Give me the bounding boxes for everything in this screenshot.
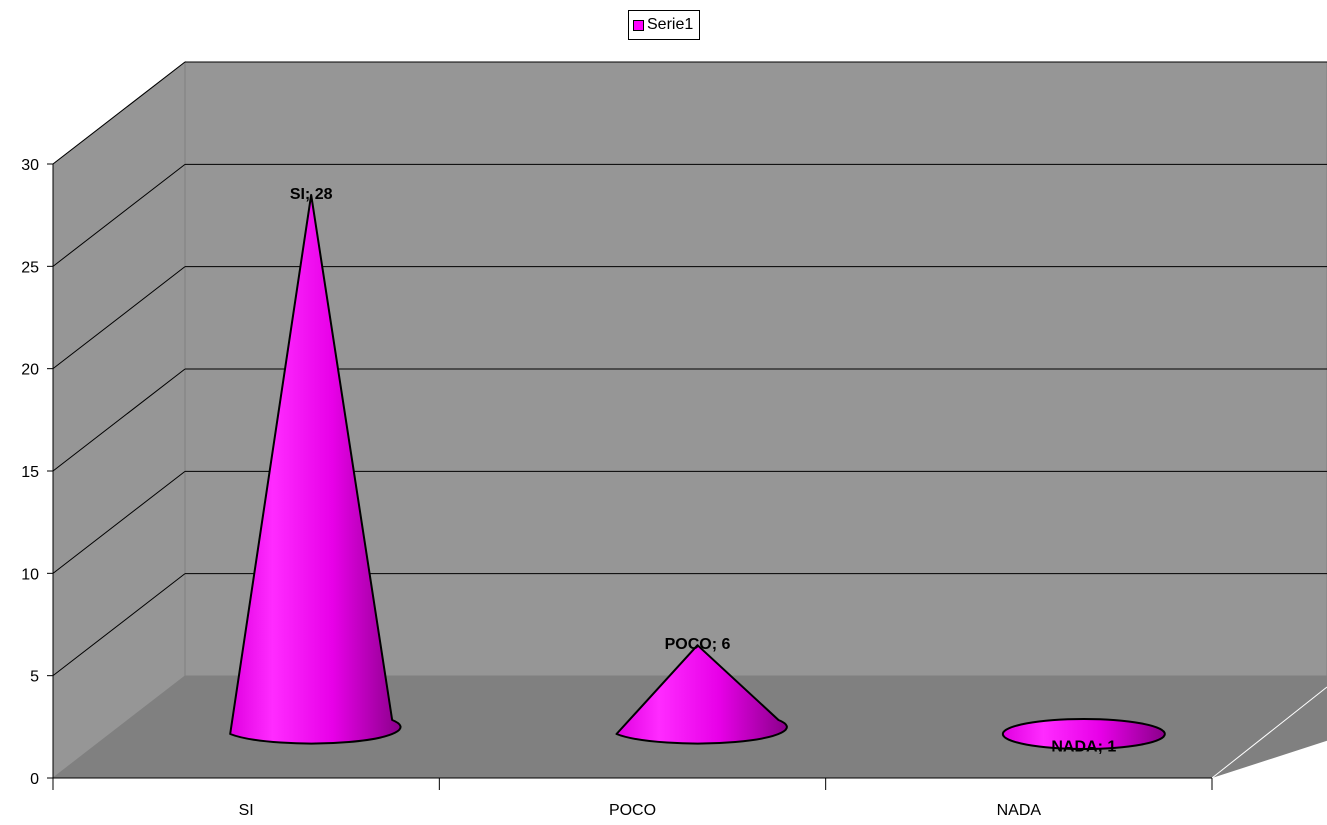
y-tick-label: 15 <box>21 464 39 481</box>
cone-body <box>229 193 402 745</box>
gridline <box>52 61 186 165</box>
y-tick-label: 5 <box>30 669 39 686</box>
legend-label: Serie1 <box>647 16 694 33</box>
data-label: NADA; 1 <box>1051 739 1116 756</box>
cone-base <box>1001 718 1166 750</box>
cone-nada <box>1001 718 1166 750</box>
floor-edge <box>1211 686 1327 779</box>
y-tick-label: 10 <box>21 566 39 583</box>
gridline <box>52 163 186 267</box>
gridline <box>52 266 186 370</box>
gridline <box>52 573 186 677</box>
gridline <box>52 368 186 472</box>
gridline <box>52 470 186 574</box>
y-tick-label: 30 <box>21 157 39 174</box>
x-tick-label: POCO <box>609 802 656 819</box>
cone-si <box>229 193 402 745</box>
x-tick-label: NADA <box>997 802 1042 819</box>
data-label: POCO; 6 <box>665 636 731 653</box>
cone-body <box>615 644 788 745</box>
x-tick-label: SI <box>239 802 254 819</box>
y-tick-label: 25 <box>21 259 39 276</box>
data-label: SI; 28 <box>290 186 333 203</box>
cone-poco <box>615 644 788 745</box>
legend-swatch <box>633 19 644 31</box>
y-tick-label: 0 <box>30 771 39 788</box>
legend: Serie1 <box>628 10 701 40</box>
y-tick-label: 20 <box>21 362 39 379</box>
